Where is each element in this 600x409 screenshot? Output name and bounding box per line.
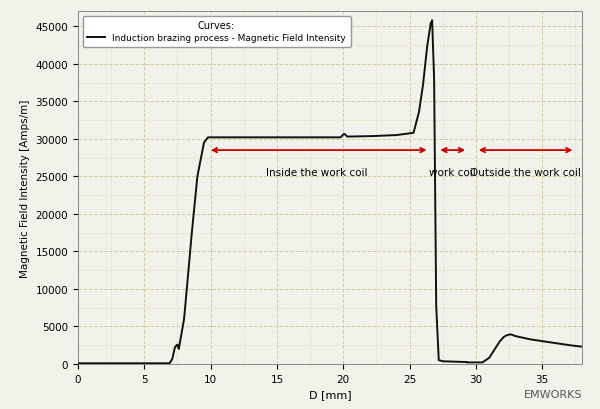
Text: Outside the work coil: Outside the work coil <box>470 168 580 178</box>
Line: Induction brazing process - Magnetic Field Intensity: Induction brazing process - Magnetic Fie… <box>78 21 582 364</box>
Induction brazing process - Magnetic Field Intensity <box>224 135 232 140</box>
Induction brazing process - Magnetic Field Intensity <box>258 135 265 140</box>
Text: Inside the work coil: Inside the work coil <box>266 168 367 178</box>
Induction brazing process - Magnetic Field Intensity <box>490 350 497 355</box>
X-axis label: D [mm]: D [mm] <box>308 389 352 399</box>
Text: EMWORKS: EMWORKS <box>523 389 582 399</box>
Induction brazing process - Magnetic Field Intensity <box>428 19 436 24</box>
Induction brazing process - Magnetic Field Intensity <box>421 70 428 75</box>
Induction brazing process - Magnetic Field Intensity <box>578 344 586 349</box>
Induction brazing process - Magnetic Field Intensity <box>82 361 89 366</box>
Induction brazing process - Magnetic Field Intensity <box>493 344 500 349</box>
Legend: Induction brazing process - Magnetic Field Intensity: Induction brazing process - Magnetic Fie… <box>83 17 350 47</box>
Y-axis label: Magnetic Field Intensity [Amps/m]: Magnetic Field Intensity [Amps/m] <box>20 99 30 277</box>
Induction brazing process - Magnetic Field Intensity <box>74 361 82 366</box>
Text: work coil: work coil <box>430 168 476 178</box>
